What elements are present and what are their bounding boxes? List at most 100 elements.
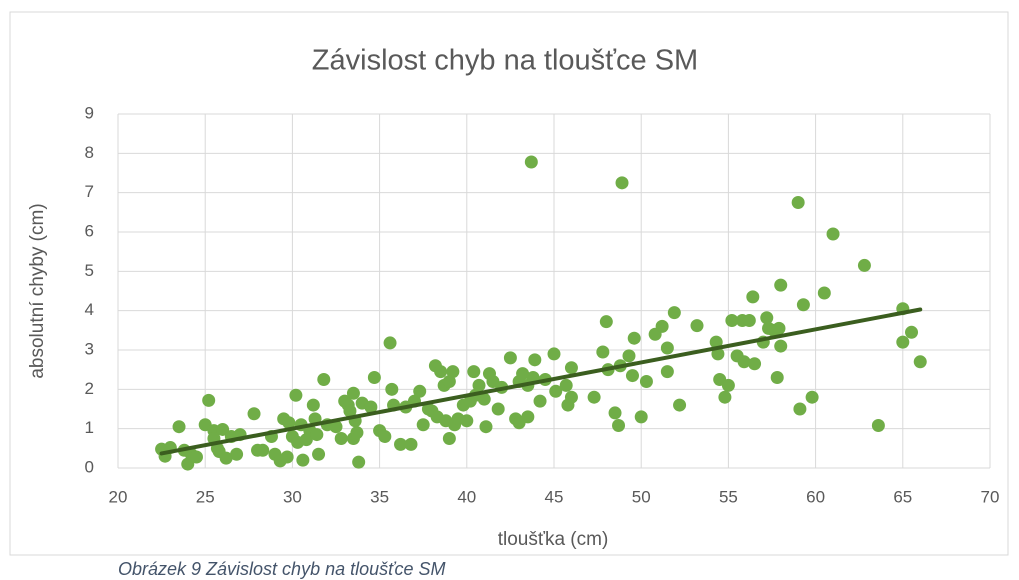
point bbox=[667, 306, 681, 320]
point bbox=[230, 447, 244, 461]
point bbox=[317, 373, 331, 386]
point bbox=[442, 432, 456, 445]
point bbox=[817, 286, 831, 300]
x-tick-label: 35 bbox=[370, 487, 389, 506]
point bbox=[472, 378, 486, 392]
point bbox=[416, 418, 430, 432]
point bbox=[587, 390, 601, 404]
point bbox=[564, 390, 578, 404]
x-tick-label: 30 bbox=[283, 487, 302, 506]
point bbox=[634, 410, 648, 424]
point bbox=[442, 374, 456, 388]
point bbox=[524, 155, 538, 169]
point bbox=[413, 384, 427, 398]
point bbox=[280, 450, 294, 464]
point bbox=[711, 347, 725, 361]
y-tick-label: 8 bbox=[85, 143, 94, 162]
point bbox=[791, 196, 805, 209]
point bbox=[189, 450, 203, 464]
x-tick-label: 55 bbox=[719, 487, 738, 506]
point bbox=[404, 437, 418, 451]
point bbox=[491, 402, 505, 416]
point bbox=[625, 369, 639, 383]
chart-title: Závislost chyb na tloušťce SM bbox=[312, 45, 698, 77]
y-tick-label: 7 bbox=[85, 182, 94, 201]
y-tick-label: 9 bbox=[85, 103, 94, 122]
point bbox=[896, 335, 910, 349]
x-tick-label: 50 bbox=[632, 487, 651, 506]
point bbox=[770, 371, 784, 385]
point bbox=[673, 398, 687, 412]
point bbox=[219, 451, 233, 465]
point bbox=[172, 420, 186, 434]
point bbox=[528, 353, 542, 367]
point bbox=[612, 419, 626, 433]
point bbox=[774, 278, 788, 292]
point bbox=[202, 393, 216, 407]
point bbox=[660, 365, 674, 379]
point bbox=[460, 414, 474, 428]
point bbox=[364, 400, 378, 414]
x-tick-label: 60 bbox=[806, 487, 825, 506]
point bbox=[181, 457, 195, 471]
point bbox=[639, 374, 653, 388]
point bbox=[343, 404, 357, 418]
x-tick-label: 25 bbox=[196, 487, 215, 506]
point bbox=[746, 290, 760, 304]
point bbox=[547, 347, 561, 361]
point bbox=[334, 432, 348, 445]
point bbox=[772, 321, 786, 335]
point bbox=[608, 406, 622, 420]
point bbox=[350, 426, 364, 440]
point bbox=[627, 331, 641, 345]
point bbox=[477, 392, 491, 406]
point bbox=[655, 319, 669, 333]
point bbox=[516, 367, 530, 381]
point bbox=[306, 398, 320, 412]
point bbox=[378, 430, 392, 444]
point bbox=[559, 378, 573, 392]
point bbox=[564, 361, 578, 375]
point bbox=[367, 371, 381, 385]
point bbox=[913, 355, 927, 369]
point bbox=[725, 314, 739, 327]
point bbox=[312, 447, 326, 461]
point bbox=[346, 386, 360, 400]
x-tick-label: 45 bbox=[545, 487, 564, 506]
y-tick-label: 6 bbox=[85, 221, 94, 240]
y-tick-label: 5 bbox=[85, 261, 94, 280]
y-tick-label: 1 bbox=[85, 418, 94, 437]
point bbox=[434, 365, 448, 379]
point bbox=[760, 311, 774, 325]
point bbox=[805, 390, 819, 404]
y-tick-label: 0 bbox=[85, 457, 94, 476]
x-tick-label: 40 bbox=[457, 487, 476, 506]
point bbox=[247, 407, 261, 421]
point bbox=[622, 349, 636, 363]
point bbox=[329, 420, 343, 434]
point bbox=[446, 365, 460, 379]
point bbox=[742, 314, 756, 327]
point bbox=[871, 419, 885, 433]
chart-frame bbox=[9, 11, 1009, 556]
point bbox=[826, 227, 840, 241]
caption: Obrázek 9 Závislost chyb na tloušťce SM bbox=[118, 559, 446, 579]
point bbox=[718, 390, 732, 404]
point bbox=[521, 410, 535, 424]
y-axis-label: absolutní chyby (cm) bbox=[27, 203, 48, 378]
x-tick-label: 65 bbox=[893, 487, 912, 506]
point bbox=[615, 176, 629, 190]
point bbox=[296, 453, 310, 467]
point bbox=[709, 335, 723, 349]
y-tick-label: 4 bbox=[85, 300, 94, 319]
point bbox=[289, 388, 303, 402]
y-tick-label: 3 bbox=[85, 339, 94, 358]
point bbox=[660, 341, 674, 355]
point bbox=[533, 394, 547, 408]
point bbox=[479, 420, 493, 434]
point bbox=[394, 437, 408, 451]
point bbox=[503, 351, 517, 365]
point bbox=[256, 443, 270, 457]
point bbox=[599, 315, 613, 329]
